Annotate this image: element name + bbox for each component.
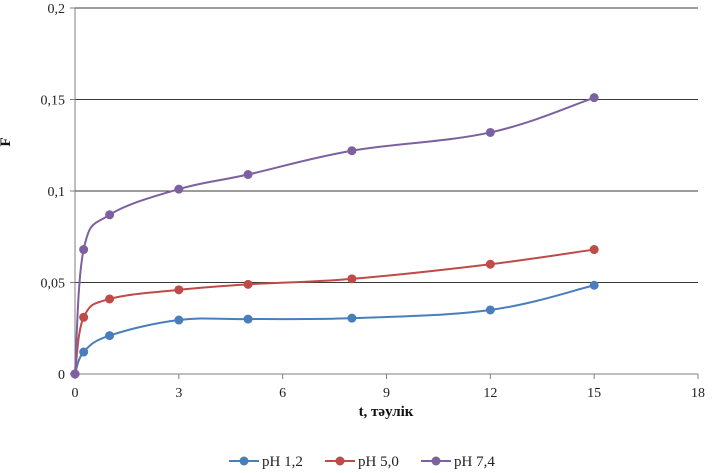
series-2 [70, 245, 599, 379]
x-tick-label-1: 3 [175, 386, 182, 401]
series-3-point-3 [174, 184, 184, 194]
y-tick-label-0: 0 [58, 368, 65, 383]
x-tick-labels: 0 3 6 9 12 15 18 [72, 386, 706, 401]
x-tick-label-3: 9 [383, 386, 390, 401]
legend-swatch-marker-3 [431, 456, 441, 466]
series-2-point-2 [105, 294, 115, 304]
series-3-point-6 [485, 127, 495, 137]
series-1-line [74, 284, 595, 375]
series-1-point-3 [174, 315, 184, 325]
legend-label-1: pH 1,2 [262, 454, 303, 470]
y-tick-label-2: 0,1 [48, 185, 66, 200]
y-tick-labels: 0 0,05 0,1 0,15 0,2 [41, 2, 66, 383]
x-tick-label-0: 0 [72, 386, 79, 401]
series-3-point-5 [347, 146, 357, 156]
series-1-point-7 [589, 280, 599, 290]
x-axis-label: t, тәулік [359, 404, 414, 420]
series-2-point-6 [485, 259, 495, 269]
legend-label-2: pH 5,0 [358, 454, 399, 470]
series-2-point-4 [243, 279, 253, 289]
series-1-point-6 [485, 305, 495, 315]
y-tick-label-4: 0,2 [48, 2, 66, 17]
series-1-point-4 [243, 314, 253, 324]
legend-swatch-marker-1 [239, 456, 249, 466]
series-3 [70, 93, 599, 379]
series-1-point-5 [347, 313, 357, 323]
series-2-point-7 [589, 245, 599, 255]
legend-swatch-marker-2 [335, 456, 345, 466]
y-tick-label-3: 0,15 [41, 94, 66, 109]
series-3-point-7 [589, 93, 599, 103]
series-1 [70, 280, 599, 379]
series-2-point-3 [174, 285, 184, 295]
series-3-point-1 [79, 245, 89, 255]
x-tick-label-6: 18 [691, 386, 705, 401]
x-tick-label-4: 12 [483, 386, 497, 401]
series-2-line [74, 248, 595, 375]
x-tick-label-5: 15 [587, 386, 601, 401]
series-3-point-4 [243, 170, 253, 180]
series-1-point-1 [79, 347, 89, 357]
series-3-point-2 [105, 210, 115, 220]
series-3-line [74, 96, 595, 375]
y-tick-label-1: 0,05 [41, 277, 66, 292]
y-axis-label: F [0, 137, 14, 146]
series-group [70, 93, 599, 379]
legend-item-3: pH 7,4 [421, 454, 495, 470]
x-tick-label-2: 6 [279, 386, 286, 401]
series-2-point-1 [79, 312, 89, 322]
series-1-point-2 [105, 331, 115, 341]
legend: pH 1,2 pH 5,0 pH 7,4 [229, 454, 495, 470]
series-3-point-0 [70, 369, 80, 379]
series-2-point-5 [347, 274, 357, 284]
legend-item-1: pH 1,2 [229, 454, 303, 470]
legend-item-2: pH 5,0 [325, 454, 399, 470]
legend-label-3: pH 7,4 [454, 454, 495, 470]
